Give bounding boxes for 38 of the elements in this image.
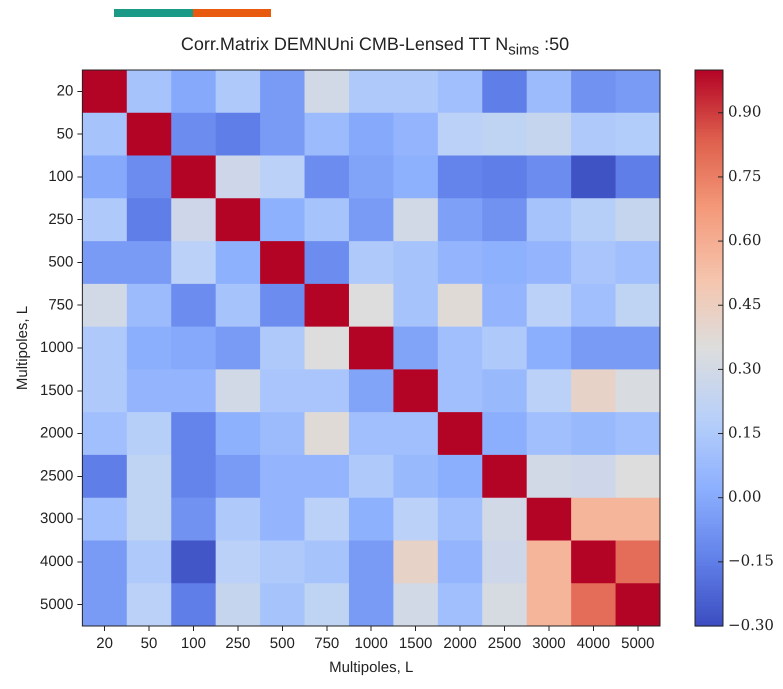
color-bar-label: 0.60 (728, 230, 762, 249)
y-tick-label: 3000 (40, 510, 74, 528)
x-tick-label: 750 (314, 635, 340, 652)
x-tick-label: 20 (96, 635, 113, 652)
color-bar-label: 0.75 (728, 166, 762, 185)
x-tick-label: 5000 (621, 635, 654, 652)
y-tick-label: 50 (56, 125, 74, 142)
color-bar-label: 0.45 (728, 295, 762, 314)
color-bar-label: −0.30 (728, 616, 774, 634)
y-tick-label: 5000 (40, 596, 74, 613)
x-axis-title: Multipoles, L (329, 659, 414, 676)
y-tick-label: 100 (48, 168, 74, 186)
x-tick-label: 1000 (354, 635, 388, 652)
color-bar-label: 0.15 (728, 423, 762, 442)
x-tick-label: 50 (140, 635, 158, 652)
x-tick-label: 500 (270, 635, 295, 652)
x-tick-label: 2000 (443, 635, 477, 652)
y-tick-label: 2500 (40, 467, 74, 484)
x-tick-label: 2500 (488, 635, 522, 652)
color-bar-label: 0.00 (728, 488, 762, 506)
y-tick-label: 1000 (40, 339, 74, 356)
x-tick-label: 100 (180, 635, 206, 652)
x-tick-label: 250 (225, 635, 250, 652)
y-tick-label: 2000 (40, 424, 74, 442)
color-bar-label: −0.15 (728, 552, 774, 570)
chart-title: Corr.Matrix DEMNUni CMB-Lensed TT N$_{sims}$ :50 (180, 34, 570, 59)
x-tick-label: 3000 (532, 635, 566, 652)
y-tick-label: 250 (48, 210, 74, 228)
y-tick-label: 1500 (40, 382, 74, 399)
x-tick-label: 4000 (576, 635, 610, 652)
color-bar-label: 0.30 (728, 359, 762, 378)
y-tick-label: 500 (48, 254, 74, 271)
y-axis-title: Multipoles, L (14, 306, 32, 390)
y-tick-label: 20 (56, 82, 74, 100)
x-tick-label: 1500 (398, 635, 432, 652)
color-bar-label: 0.90 (728, 102, 762, 121)
y-tick-label: 750 (48, 296, 74, 314)
y-tick-label: 4000 (40, 552, 74, 570)
